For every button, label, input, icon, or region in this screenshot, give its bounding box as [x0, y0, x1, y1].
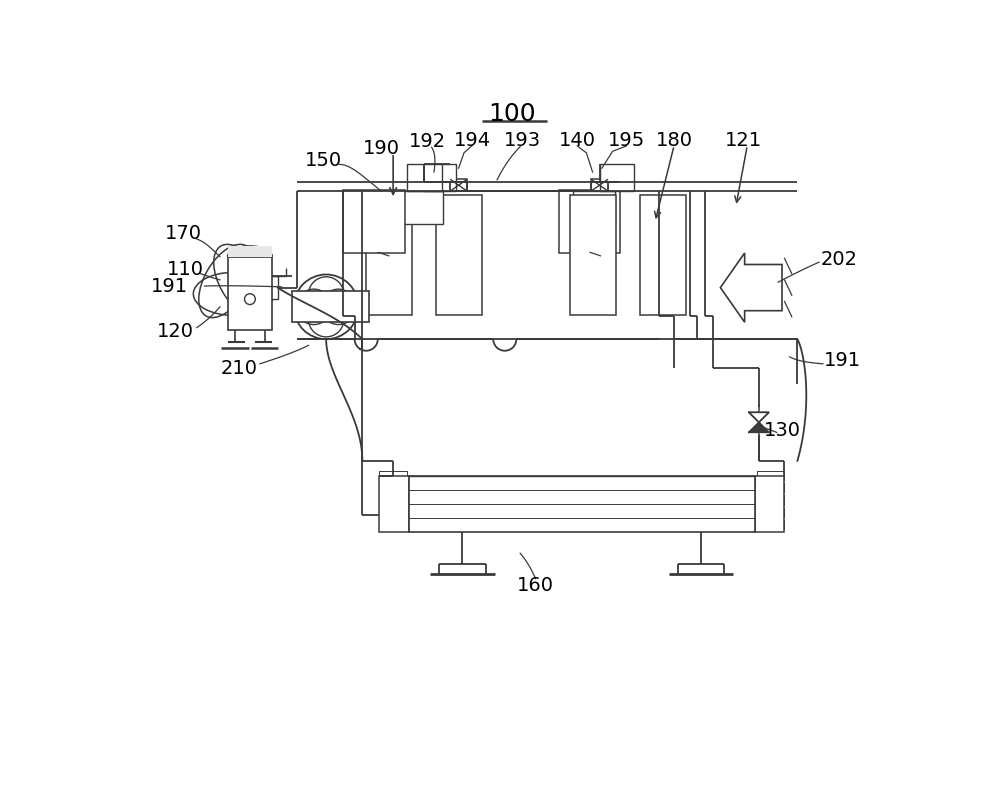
Bar	[379, 495, 407, 505]
Bar	[379, 520, 407, 529]
Bar	[379, 508, 407, 517]
Bar	[755, 476, 784, 531]
Text: 160: 160	[517, 576, 554, 595]
Text: 180: 180	[656, 131, 693, 150]
Bar	[228, 257, 272, 330]
Bar	[292, 292, 369, 322]
Text: 193: 193	[504, 131, 541, 150]
Bar	[407, 163, 442, 191]
Bar	[253, 276, 278, 299]
Bar	[757, 471, 784, 480]
Text: 150: 150	[305, 151, 342, 170]
Bar	[379, 508, 407, 517]
Bar	[757, 483, 784, 492]
Text: 192: 192	[409, 132, 446, 151]
Bar	[640, 195, 686, 314]
Bar	[559, 189, 620, 253]
Text: 210: 210	[221, 359, 258, 378]
Text: 130: 130	[764, 421, 801, 439]
Bar	[757, 471, 784, 480]
Bar	[379, 483, 407, 492]
Bar	[600, 163, 634, 191]
Bar	[379, 471, 407, 480]
Bar	[757, 520, 784, 529]
Bar	[379, 471, 407, 480]
Circle shape	[371, 238, 385, 252]
Bar	[401, 191, 443, 224]
Bar	[379, 520, 407, 529]
Text: 191: 191	[824, 351, 861, 370]
Polygon shape	[749, 422, 769, 432]
Bar	[409, 476, 755, 531]
Bar	[570, 195, 616, 314]
Text: 194: 194	[454, 131, 491, 150]
Circle shape	[245, 294, 255, 304]
Text: 191: 191	[151, 277, 188, 296]
Bar	[757, 508, 784, 517]
Bar	[757, 483, 784, 492]
Bar	[757, 520, 784, 529]
Bar	[343, 189, 405, 253]
Circle shape	[294, 274, 358, 340]
Bar	[757, 495, 784, 505]
Text: 140: 140	[559, 131, 596, 150]
Bar	[228, 246, 272, 257]
Bar	[409, 476, 755, 531]
Bar	[379, 476, 409, 531]
Text: 120: 120	[157, 322, 194, 341]
Bar	[379, 495, 407, 505]
Polygon shape	[749, 413, 769, 422]
Bar	[366, 195, 412, 314]
Circle shape	[583, 238, 596, 252]
Text: 202: 202	[821, 250, 858, 269]
Bar	[292, 292, 369, 322]
Text: 195: 195	[608, 131, 645, 150]
Bar	[573, 191, 615, 224]
Bar	[228, 257, 272, 330]
Text: 190: 190	[363, 139, 400, 159]
Bar	[757, 508, 784, 517]
Bar	[424, 164, 456, 191]
Bar	[591, 179, 608, 191]
Text: 170: 170	[164, 224, 201, 243]
Text: 100: 100	[489, 102, 536, 127]
Bar	[757, 495, 784, 505]
Bar	[436, 195, 482, 314]
Bar	[379, 483, 407, 492]
Text: 110: 110	[167, 260, 204, 279]
Bar	[450, 179, 467, 191]
Text: 121: 121	[725, 131, 762, 150]
